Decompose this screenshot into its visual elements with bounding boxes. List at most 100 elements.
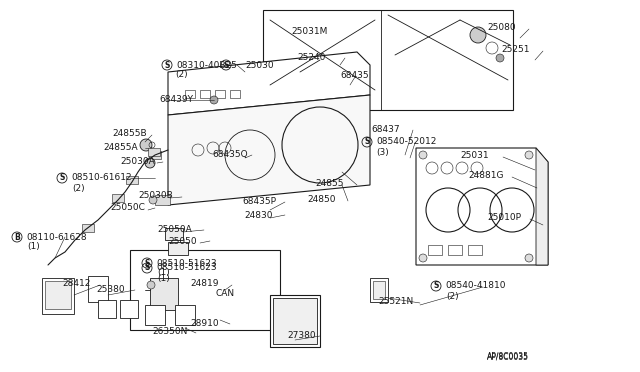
Bar [373, 281, 385, 299]
Text: 26350N: 26350N [152, 327, 188, 337]
Bar [185, 90, 195, 98]
Text: 28910: 28910 [190, 318, 219, 327]
Polygon shape [536, 148, 548, 265]
Text: 24855A: 24855A [103, 142, 138, 151]
Bar [148, 148, 160, 156]
Text: (2): (2) [72, 183, 84, 192]
Bar [175, 305, 195, 325]
Bar [98, 300, 116, 318]
Text: 24819: 24819 [190, 279, 218, 289]
Polygon shape [168, 52, 370, 115]
Bar [468, 245, 482, 255]
Circle shape [145, 158, 155, 168]
Bar [230, 90, 240, 98]
Text: S: S [164, 61, 170, 70]
Text: 25030A: 25030A [120, 157, 155, 167]
Bar [112, 194, 124, 202]
Bar [120, 300, 138, 318]
Text: B: B [14, 232, 20, 241]
Circle shape [496, 54, 504, 62]
Text: (1): (1) [157, 273, 170, 282]
Text: 25031M: 25031M [291, 28, 328, 36]
Text: 08540-41810: 08540-41810 [445, 282, 506, 291]
Text: 24881G: 24881G [468, 171, 504, 180]
Text: 25251: 25251 [501, 45, 529, 55]
Bar [42, 278, 74, 314]
Text: 27380: 27380 [287, 330, 316, 340]
Circle shape [525, 254, 533, 262]
Text: 24855: 24855 [315, 180, 344, 189]
Bar [88, 276, 108, 302]
Text: S: S [60, 173, 65, 183]
Text: 25050A: 25050A [157, 224, 192, 234]
Bar [168, 242, 188, 255]
Text: S: S [223, 61, 228, 70]
Circle shape [288, 71, 296, 79]
Circle shape [470, 27, 486, 43]
Text: 25521N: 25521N [378, 298, 413, 307]
Circle shape [147, 281, 155, 289]
Text: (1): (1) [157, 269, 170, 278]
Text: 28412: 28412 [62, 279, 90, 289]
Text: 25240: 25240 [297, 54, 325, 62]
Text: 68435Q: 68435Q [212, 150, 248, 158]
Text: 68435: 68435 [340, 71, 369, 80]
Circle shape [525, 151, 533, 159]
Bar [130, 250, 280, 330]
Text: 68437: 68437 [371, 125, 399, 135]
Bar [82, 224, 94, 232]
Bar [155, 195, 170, 205]
Bar [145, 305, 165, 325]
Circle shape [419, 254, 427, 262]
Bar [150, 278, 178, 310]
Circle shape [284, 67, 300, 83]
Text: AP/8C0035: AP/8C0035 [487, 353, 529, 362]
Text: 25010P: 25010P [487, 214, 521, 222]
Text: (3): (3) [376, 148, 388, 157]
Bar [273, 298, 317, 344]
Bar [448, 245, 462, 255]
Text: 08310-40B25: 08310-40B25 [176, 61, 237, 70]
Text: 08110-61628: 08110-61628 [26, 232, 86, 241]
Text: 25050C: 25050C [110, 203, 145, 212]
Text: 24855B: 24855B [112, 129, 147, 138]
Text: 08510-51623: 08510-51623 [156, 263, 216, 273]
Bar [370, 278, 388, 302]
Text: S: S [433, 282, 438, 291]
Bar [149, 151, 161, 159]
Text: 25380: 25380 [96, 285, 125, 294]
Text: 68439Y: 68439Y [159, 96, 193, 105]
Text: 68435P: 68435P [242, 196, 276, 205]
Bar [165, 228, 183, 240]
Text: CAN: CAN [215, 289, 234, 298]
Text: 25030B: 25030B [138, 192, 173, 201]
Polygon shape [168, 95, 370, 205]
Bar [200, 90, 210, 98]
Text: S: S [364, 138, 370, 147]
Bar [428, 245, 442, 255]
Bar [263, 10, 513, 110]
Bar [215, 90, 225, 98]
Bar [45, 281, 71, 309]
Text: 25030: 25030 [245, 61, 274, 71]
Text: 08510-51623: 08510-51623 [156, 259, 216, 267]
Text: 24850: 24850 [307, 196, 335, 205]
Circle shape [149, 196, 157, 204]
Circle shape [419, 151, 427, 159]
Circle shape [210, 96, 218, 104]
Bar [270, 295, 320, 347]
Text: 25031: 25031 [460, 151, 488, 160]
Text: (2): (2) [175, 71, 188, 80]
Text: 08510-61612: 08510-61612 [71, 173, 132, 183]
Text: 24830: 24830 [244, 211, 273, 219]
Polygon shape [416, 148, 548, 265]
Text: AP/8C0035: AP/8C0035 [487, 352, 529, 360]
Text: 25050: 25050 [168, 237, 196, 246]
Circle shape [140, 139, 152, 151]
Text: S: S [144, 263, 150, 273]
Bar [126, 176, 138, 184]
Text: 25080: 25080 [487, 23, 516, 32]
Text: S: S [144, 259, 150, 267]
Text: 08540-52012: 08540-52012 [376, 138, 436, 147]
Text: (2): (2) [446, 292, 459, 301]
